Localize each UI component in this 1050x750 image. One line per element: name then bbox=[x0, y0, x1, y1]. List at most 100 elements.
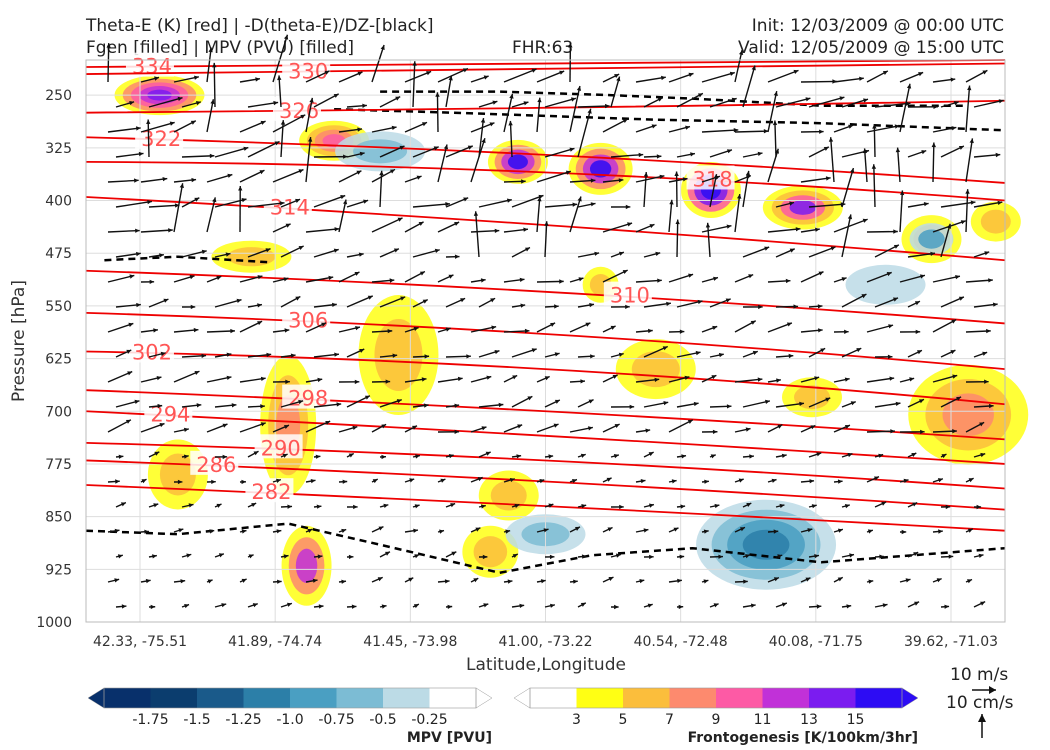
wind-vector-head bbox=[705, 222, 711, 228]
wind-vector-head bbox=[894, 124, 900, 129]
wind-vector-head bbox=[159, 253, 164, 258]
wind-vector-head bbox=[811, 504, 817, 509]
fgen-colorbar-tick-label: 7 bbox=[665, 712, 674, 728]
wind-vector-head bbox=[332, 302, 337, 307]
mpv-colorbar-swatch bbox=[383, 688, 430, 708]
wind-vector-head bbox=[900, 190, 905, 196]
wind-vector-head bbox=[969, 138, 974, 144]
wind-vector-head bbox=[666, 301, 671, 306]
wind-vector-head bbox=[318, 604, 324, 609]
wind-vector-head bbox=[531, 68, 537, 73]
wind-vector-head bbox=[895, 147, 901, 153]
wind-vector-head bbox=[475, 527, 481, 532]
wind-vector-head bbox=[512, 375, 518, 380]
wind-vector-head bbox=[321, 322, 327, 327]
wind-vector bbox=[148, 96, 183, 108]
wind-vector-head bbox=[903, 478, 909, 483]
wind-vector-head bbox=[385, 551, 390, 556]
wind-vector bbox=[107, 274, 135, 283]
filled-contour-cell bbox=[473, 536, 508, 568]
valid-time: Valid: 12/05/2009 @ 15:00 UTC bbox=[738, 38, 1004, 58]
theta-e-contour bbox=[85, 160, 1006, 202]
wind-vector-head bbox=[397, 217, 403, 222]
wind-vector-head bbox=[477, 477, 483, 482]
wind-vector-head bbox=[613, 454, 619, 459]
wind-vector-head bbox=[713, 174, 718, 179]
wind-vector bbox=[701, 225, 732, 233]
wind-vector-head bbox=[506, 198, 512, 203]
wind-vector-head bbox=[381, 454, 386, 460]
wind-vector-head bbox=[334, 227, 340, 232]
wind-vector-head bbox=[473, 211, 479, 216]
wind-vector-head bbox=[284, 328, 290, 333]
wind-vector bbox=[371, 44, 385, 83]
wind-vector-head bbox=[998, 99, 1004, 104]
wind-vector-head bbox=[814, 376, 820, 381]
wind-vector-head bbox=[781, 453, 787, 458]
wind-vector-head bbox=[298, 169, 304, 174]
wind-vector-head bbox=[177, 96, 183, 101]
wind-vector-head bbox=[186, 553, 192, 558]
wind-vector-head bbox=[746, 503, 752, 507]
wind-vector-head bbox=[395, 96, 401, 101]
wind-vector-head bbox=[944, 604, 950, 609]
wind-vector-head bbox=[818, 271, 824, 276]
y-tick-label: 475 bbox=[45, 246, 72, 262]
y-tick-label: 325 bbox=[45, 141, 72, 157]
wind-vector-head bbox=[729, 71, 735, 76]
wind-vector bbox=[313, 403, 342, 408]
wind-vector-head bbox=[850, 168, 855, 173]
wind-vector-head bbox=[965, 189, 970, 194]
wind-vector-head bbox=[399, 145, 405, 150]
wind-vector-head bbox=[578, 277, 584, 282]
wind-vector-head bbox=[893, 244, 899, 249]
wind-vector-head bbox=[614, 604, 619, 610]
theta-e-label: 306 bbox=[288, 308, 328, 332]
wind-vector bbox=[280, 120, 284, 158]
wind-vector-head bbox=[590, 178, 596, 183]
wind-vector-head bbox=[391, 125, 397, 130]
wind-vector-head bbox=[178, 528, 184, 533]
wind-vector-head bbox=[656, 154, 662, 159]
theta-e-label-bg bbox=[282, 57, 331, 82]
wind-vector-head bbox=[577, 196, 582, 202]
x-tick-label: 40.08, -71.75 bbox=[769, 634, 863, 650]
wind-vector-head bbox=[194, 197, 200, 202]
wind-vector bbox=[833, 218, 868, 233]
wind-vector-head bbox=[713, 276, 718, 281]
wind-vector bbox=[775, 97, 811, 108]
wind-vector-head bbox=[115, 479, 120, 484]
wind-vector-head bbox=[772, 120, 778, 126]
wind-vector bbox=[734, 193, 741, 233]
wind-vector-head bbox=[521, 179, 526, 184]
wind-vector-head bbox=[209, 529, 215, 534]
wind-vector-head bbox=[241, 479, 246, 485]
wind-vector-head bbox=[136, 251, 141, 257]
theta-e-label-bg bbox=[254, 434, 303, 459]
wind-vector-head bbox=[342, 479, 348, 484]
wind-vector-head bbox=[413, 604, 419, 609]
wind-vector-head bbox=[576, 86, 582, 91]
wind-vector-head bbox=[377, 577, 383, 582]
wind-vector bbox=[107, 179, 139, 183]
wind-vector bbox=[206, 99, 215, 133]
wind-vector-head bbox=[253, 451, 259, 456]
wind-vector-head bbox=[688, 72, 694, 77]
wind-vector-head bbox=[136, 126, 141, 131]
y-tick-label: 925 bbox=[45, 562, 72, 578]
wind-vector-head bbox=[905, 101, 911, 106]
wind-vector bbox=[107, 127, 141, 133]
wind-key-vertical-label: 10 cm/s bbox=[946, 693, 1014, 713]
wind-vector bbox=[305, 228, 340, 233]
x-tick-label: 41.89, -74.74 bbox=[228, 634, 322, 650]
wind-vector-head bbox=[850, 401, 856, 406]
wind-vector-head bbox=[284, 34, 289, 40]
wind-vector-head bbox=[848, 124, 854, 129]
wind-vector bbox=[412, 249, 440, 258]
wind-vector-head bbox=[512, 554, 518, 558]
wind-vector bbox=[643, 172, 647, 208]
wind-vector-head bbox=[565, 170, 571, 175]
wind-vector bbox=[305, 276, 334, 283]
wind-vector bbox=[536, 70, 565, 83]
wind-vector-head bbox=[799, 401, 804, 406]
